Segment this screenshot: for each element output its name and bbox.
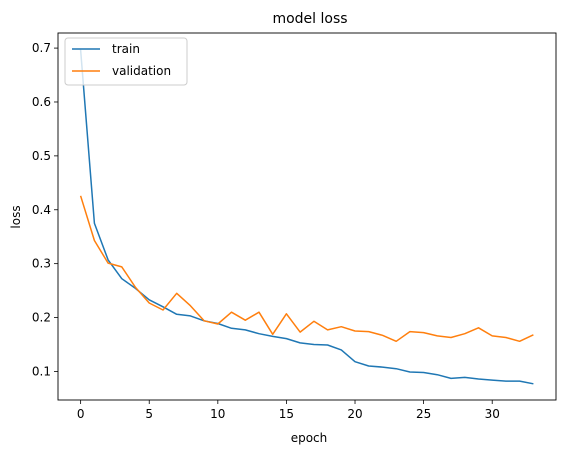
y-tick-label: 0.4 [32, 203, 51, 217]
plot-frame [57, 32, 557, 401]
y-axis: 0.1 0.2 0.3 0.4 0.5 0.6 0.7 [32, 41, 58, 378]
x-tick-label: 15 [279, 407, 294, 421]
y-tick-label: 0.3 [32, 257, 51, 271]
series-lines [79, 49, 534, 385]
x-tick-label: 10 [210, 407, 225, 421]
series-line-validation [79, 195, 534, 343]
x-axis-label: epoch [291, 431, 328, 445]
chart-title: model loss [272, 11, 347, 27]
series-line-train [79, 49, 534, 385]
x-tick-label: 25 [416, 407, 431, 421]
y-tick-label: 0.2 [32, 311, 51, 325]
x-axis: 0 5 10 15 20 25 30 [77, 400, 500, 421]
legend-label-validation: validation [112, 64, 171, 78]
legend-label-train: train [112, 42, 140, 56]
y-axis-label: loss [9, 205, 23, 228]
legend: train validation [64, 37, 188, 86]
y-tick-label: 0.5 [32, 149, 51, 163]
x-tick-label: 5 [145, 407, 153, 421]
x-tick-label: 30 [485, 407, 500, 421]
x-tick-label: 0 [77, 407, 85, 421]
y-tick-label: 0.1 [32, 364, 51, 378]
y-tick-label: 0.6 [32, 95, 51, 109]
y-tick-label: 0.7 [32, 41, 51, 55]
x-tick-label: 20 [347, 407, 362, 421]
